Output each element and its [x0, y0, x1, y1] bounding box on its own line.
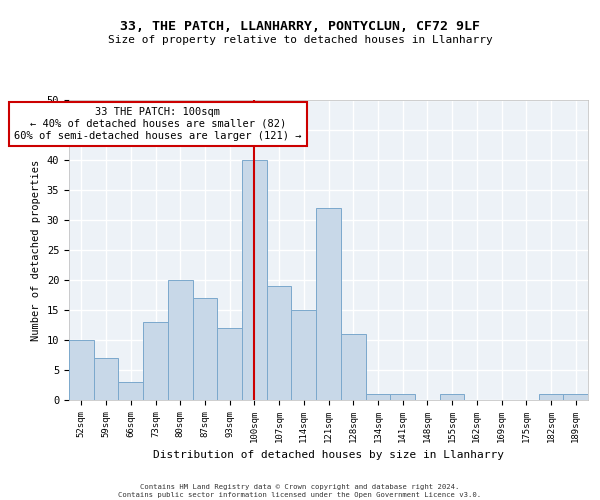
Bar	[242, 160, 267, 400]
Text: Size of property relative to detached houses in Llanharry: Size of property relative to detached ho…	[107, 35, 493, 45]
Text: Contains HM Land Registry data © Crown copyright and database right 2024.
Contai: Contains HM Land Registry data © Crown c…	[118, 484, 482, 498]
Bar	[440, 394, 464, 400]
Bar	[563, 394, 588, 400]
Bar	[267, 286, 292, 400]
Text: 33 THE PATCH: 100sqm
← 40% of detached houses are smaller (82)
60% of semi-detac: 33 THE PATCH: 100sqm ← 40% of detached h…	[14, 108, 302, 140]
Bar	[94, 358, 118, 400]
Bar	[292, 310, 316, 400]
Bar	[539, 394, 563, 400]
Bar	[69, 340, 94, 400]
Y-axis label: Number of detached properties: Number of detached properties	[31, 160, 41, 340]
X-axis label: Distribution of detached houses by size in Llanharry: Distribution of detached houses by size …	[153, 450, 504, 460]
Bar	[390, 394, 415, 400]
Bar	[341, 334, 365, 400]
Bar	[365, 394, 390, 400]
Bar	[118, 382, 143, 400]
Bar	[217, 328, 242, 400]
Bar	[316, 208, 341, 400]
Bar	[193, 298, 217, 400]
Bar	[143, 322, 168, 400]
Text: 33, THE PATCH, LLANHARRY, PONTYCLUN, CF72 9LF: 33, THE PATCH, LLANHARRY, PONTYCLUN, CF7…	[120, 20, 480, 33]
Bar	[168, 280, 193, 400]
